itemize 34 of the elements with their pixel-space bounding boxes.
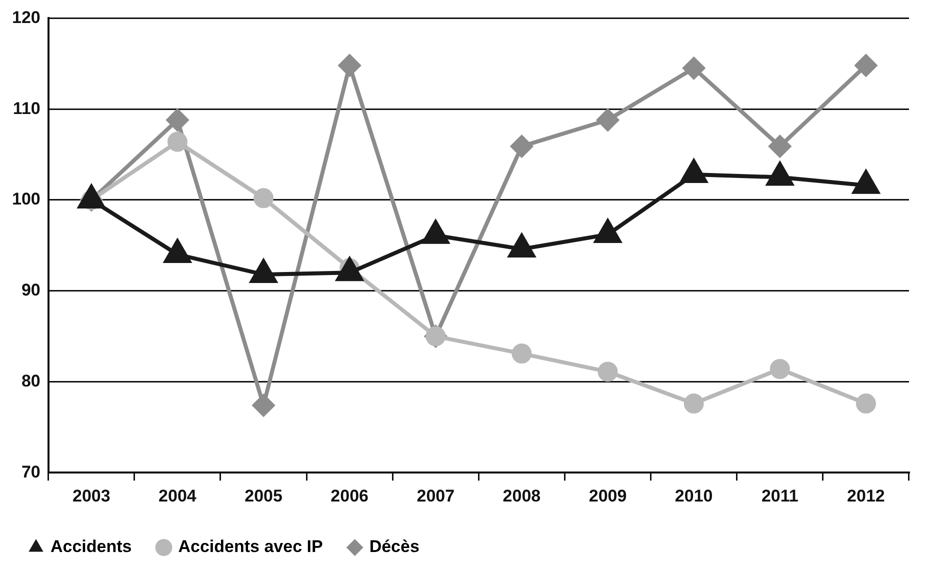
legend-label: Accidents avec IP	[178, 537, 323, 556]
point	[598, 362, 618, 382]
x-tick-label: 2011	[761, 486, 798, 506]
point	[768, 135, 791, 158]
y-tick-label: 80	[21, 371, 40, 390]
x-tick-label: 2008	[502, 486, 541, 506]
point	[596, 108, 619, 131]
point	[338, 54, 361, 76]
x-tick-label: 2003	[72, 486, 110, 506]
point	[167, 132, 188, 152]
point	[684, 394, 704, 414]
y-tick-label: 110	[12, 98, 40, 118]
point	[512, 344, 532, 364]
legend-label: Décès	[369, 537, 420, 556]
y-tick-label: 100	[12, 190, 40, 209]
x-tick-label: 2004	[158, 486, 197, 506]
point	[770, 358, 790, 379]
x-tick-label: 2006	[330, 486, 368, 506]
point	[854, 54, 877, 76]
point	[254, 188, 274, 208]
point	[252, 394, 275, 416]
x-tick-label: 2012	[847, 486, 885, 506]
y-tick-label: 70	[21, 462, 40, 482]
x-tick-label: 2007	[416, 486, 455, 506]
point	[856, 394, 876, 414]
point	[682, 57, 705, 80]
x-tick-label: 2005	[244, 486, 282, 506]
x-tick-label: 2010	[674, 486, 713, 506]
point	[166, 108, 188, 131]
y-tick-label: 120	[12, 8, 40, 27]
x-tick-label: 2009	[588, 486, 627, 506]
legend-label: Accidents	[50, 537, 132, 556]
y-tick-label: 90	[21, 280, 40, 300]
point	[510, 135, 533, 158]
